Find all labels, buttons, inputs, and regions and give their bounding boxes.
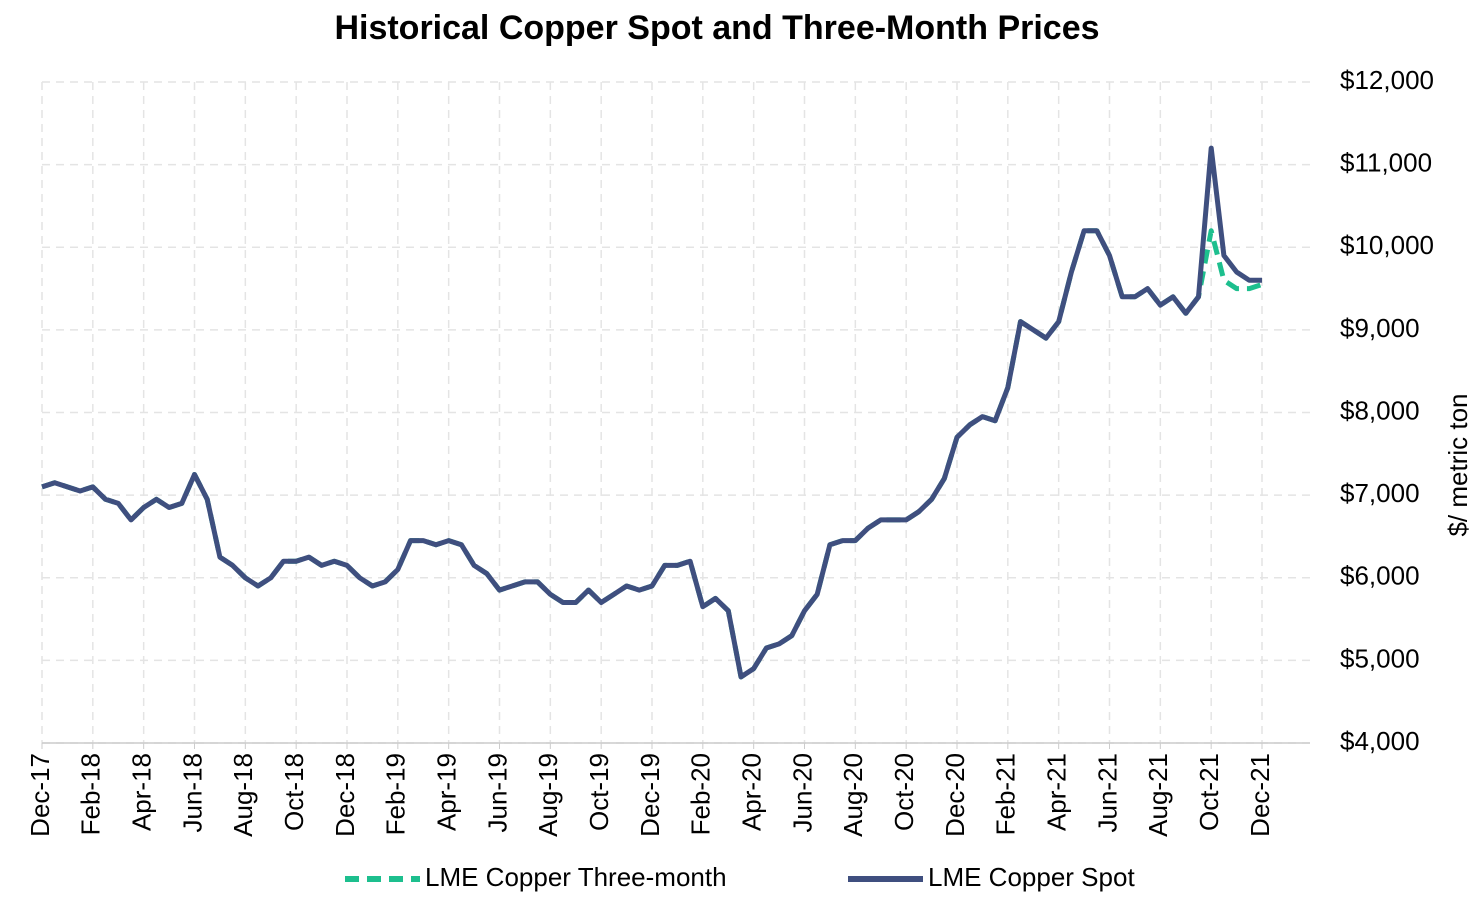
- y-tick-label: $8,000: [1340, 395, 1420, 425]
- legend-label: LME Copper Three-month: [425, 862, 727, 892]
- x-tick-label: Dec-17: [25, 753, 55, 837]
- y-tick-label: $11,000: [1340, 148, 1432, 178]
- y-tick-label: $6,000: [1340, 561, 1420, 591]
- x-tick-label: Dec-20: [940, 753, 970, 837]
- line-series: [41, 145, 1262, 680]
- y-tick-label: $12,000: [1340, 65, 1434, 95]
- x-tick-label: Jun-20: [787, 753, 817, 833]
- x-tick-label: Dec-21: [1245, 753, 1275, 837]
- x-tick-label: Aug-19: [533, 753, 563, 837]
- x-tick-label: Apr-19: [432, 753, 462, 831]
- x-tick-label: Oct-21: [1194, 753, 1224, 831]
- x-tick-label: Feb-21: [991, 753, 1021, 835]
- x-tick-label: Jun-18: [177, 753, 207, 833]
- y-axis-label: $/ metric ton: [1443, 393, 1473, 536]
- x-tick-label: Aug-20: [838, 753, 868, 837]
- x-tick-label: Oct-20: [889, 753, 919, 831]
- x-tick-label: Jun-19: [482, 753, 512, 833]
- legend-label: LME Copper Spot: [928, 862, 1135, 892]
- x-tick-label: Dec-19: [635, 753, 665, 837]
- chart-title: Historical Copper Spot and Three-Month P…: [334, 9, 1099, 47]
- x-tick-label: Aug-21: [1143, 753, 1173, 837]
- x-tick-label: Apr-18: [127, 753, 157, 831]
- x-tick-label: Oct-19: [584, 753, 614, 831]
- x-tick-label: Dec-18: [330, 753, 360, 837]
- y-tick-label: $9,000: [1340, 313, 1420, 343]
- x-tick-label: Jun-21: [1092, 753, 1122, 833]
- x-tick-label: Oct-18: [279, 753, 309, 831]
- x-tick-label: Feb-18: [76, 753, 106, 835]
- y-tick-label: $4,000: [1340, 726, 1420, 756]
- x-tick-label: Apr-20: [737, 753, 767, 831]
- x-tick-label: Apr-21: [1042, 753, 1072, 831]
- x-tick-label: Feb-19: [381, 753, 411, 835]
- y-tick-label: $5,000: [1340, 643, 1420, 673]
- y-tick-label: $10,000: [1340, 230, 1434, 260]
- x-tick-label: Feb-20: [686, 753, 716, 835]
- x-tick-label: Aug-18: [228, 753, 258, 837]
- y-tick-label: $7,000: [1340, 478, 1420, 508]
